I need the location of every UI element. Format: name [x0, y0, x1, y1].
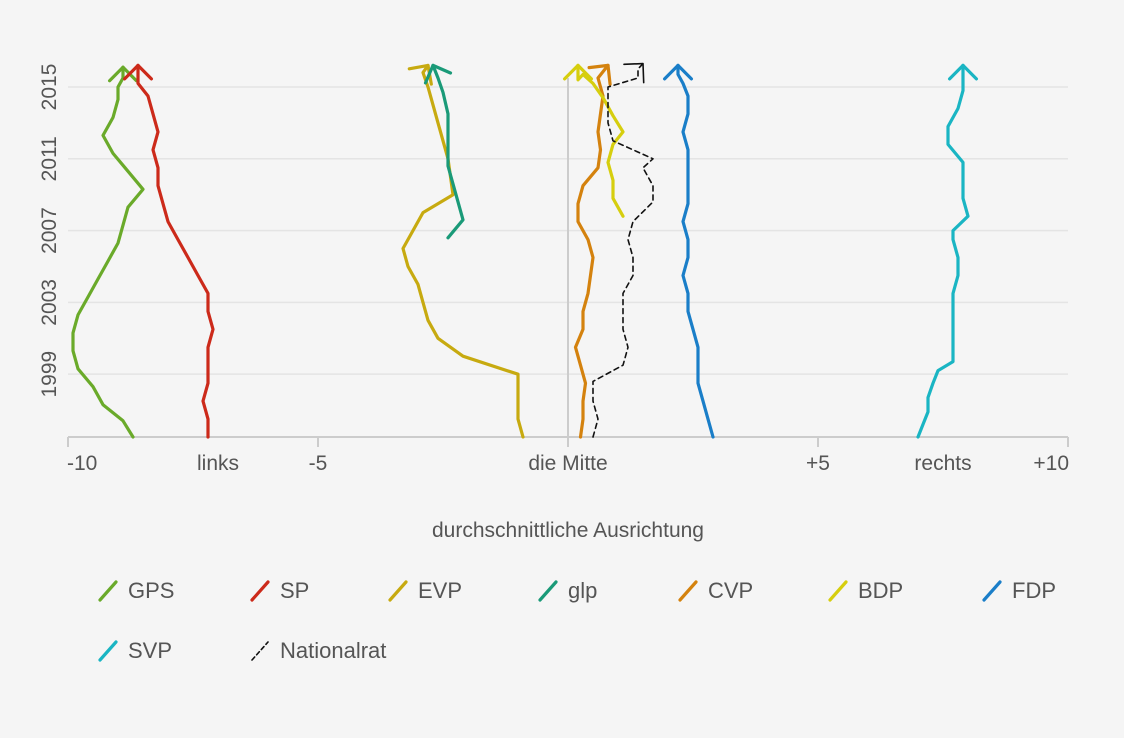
legend-swatch: [251, 641, 269, 661]
legend-swatch: [250, 580, 270, 602]
series-arrowhead-fdp: [663, 63, 693, 81]
series-arrowhead-evp: [407, 63, 433, 86]
legend-swatch: [982, 580, 1002, 602]
legend-swatch: [388, 580, 408, 602]
series-svp: [916, 63, 978, 439]
series-arrowhead-cvp: [587, 63, 612, 86]
x-tick-label: -5: [309, 452, 328, 475]
legend-swatch: [98, 640, 118, 662]
legend-label: EVP: [418, 578, 462, 603]
series-bdp: [563, 63, 625, 218]
series-line-bdp: [576, 63, 625, 218]
series-arrowhead-glp: [423, 63, 453, 85]
series-arrowhead-nationalrat: [623, 62, 645, 84]
legend-item-gps: GPS: [98, 578, 174, 603]
legend-item-fdp: FDP: [982, 578, 1056, 603]
series-glp: [423, 63, 465, 240]
series-line-evp: [401, 63, 525, 439]
x-tick-label: die Mitte: [528, 452, 607, 475]
legend-item-sp: SP: [250, 578, 309, 603]
legend-label: Nationalrat: [280, 638, 386, 663]
legend-label: glp: [568, 578, 597, 603]
legend-swatch: [678, 580, 698, 602]
legend-item-evp: EVP: [388, 578, 462, 603]
legend-label: CVP: [708, 578, 753, 603]
series-line-glp: [431, 63, 465, 240]
series-sp: [123, 63, 215, 439]
x-tick-label: +5: [806, 452, 830, 475]
series-line-fdp: [676, 63, 715, 439]
legend-item-glp: glp: [538, 578, 597, 603]
legend-item-cvp: CVP: [678, 578, 753, 603]
legend-item-nationalrat: Nationalrat: [251, 638, 386, 663]
legend-label: SVP: [128, 638, 172, 663]
plot-area: [71, 62, 978, 439]
x-tick-label: -10: [67, 452, 97, 475]
series-arrowhead-sp: [123, 63, 153, 81]
legend-item-svp: SVP: [98, 638, 172, 663]
legend: GPS SP EVP glp CVP BDP FDP SVP Nationalrat: [98, 578, 1056, 663]
x-axis-title: durchschnittliche Ausrichtung: [432, 519, 704, 542]
series-gps: [71, 65, 145, 439]
x-tick-label: rechts: [914, 452, 971, 475]
series-arrowhead-svp: [948, 63, 978, 81]
legend-label: SP: [280, 578, 309, 603]
legend-item-bdp: BDP: [828, 578, 903, 603]
y-tick-label: 2015: [38, 64, 61, 111]
legend-swatch: [538, 580, 558, 602]
grid: [68, 78, 1068, 437]
legend-label: GPS: [128, 578, 174, 603]
series-arrowhead-gps: [108, 65, 138, 83]
series-evp: [401, 63, 525, 439]
axes: durchschnittliche Ausrichtung 1999 2003 20…: [38, 64, 1069, 542]
y-tick-label: 1999: [38, 351, 61, 398]
legend-label: BDP: [858, 578, 903, 603]
y-tick-label: 2011: [38, 136, 61, 181]
y-tick-label: 2007: [38, 207, 61, 254]
x-tick-label: links: [197, 452, 239, 475]
series-cvp: [573, 63, 612, 439]
series-arrowhead-bdp: [563, 63, 593, 81]
y-tick-label: 2003: [38, 279, 61, 326]
series-line-gps: [71, 65, 145, 439]
series-line-svp: [916, 63, 970, 439]
x-tick-label: +10: [1033, 452, 1069, 475]
series-fdp: [663, 63, 715, 439]
series-line-sp: [136, 63, 215, 439]
series-line-cvp: [573, 63, 610, 439]
series-line-nationalrat: [592, 62, 654, 438]
legend-label: FDP: [1012, 578, 1056, 603]
legend-swatch: [828, 580, 848, 602]
legend-swatch: [98, 580, 118, 602]
series-nationalrat: [592, 62, 654, 438]
